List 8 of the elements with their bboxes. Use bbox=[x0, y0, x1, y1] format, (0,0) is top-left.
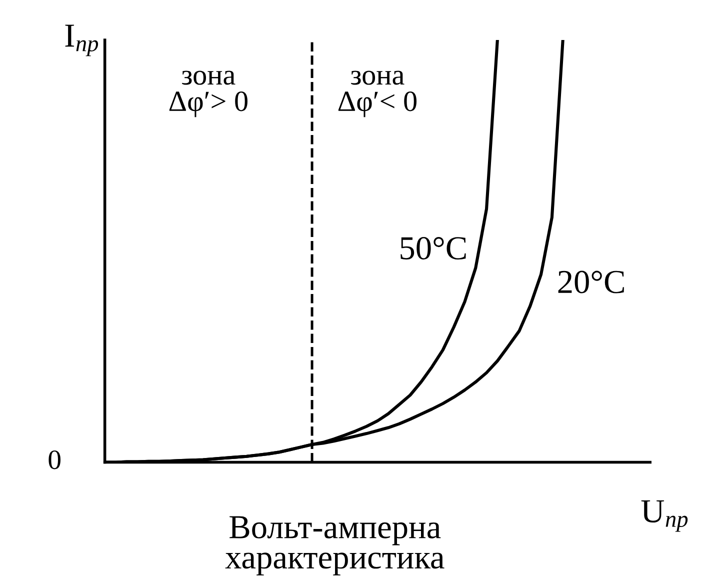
x-axis-title: U$_{пр}$ bbox=[641, 500, 688, 532]
text: Вольт-амперна характеристика bbox=[225, 516, 444, 576]
y-axis-title: I$_{пр}$ bbox=[65, 24, 98, 56]
annotation: зона Δφ′< 0 bbox=[338, 70, 416, 118]
text: 0 bbox=[48, 450, 60, 470]
annotation: зона Δφ′> 0 bbox=[169, 70, 248, 118]
series-label: 20°C bbox=[558, 270, 624, 294]
series-label: 50°C bbox=[400, 236, 466, 260]
